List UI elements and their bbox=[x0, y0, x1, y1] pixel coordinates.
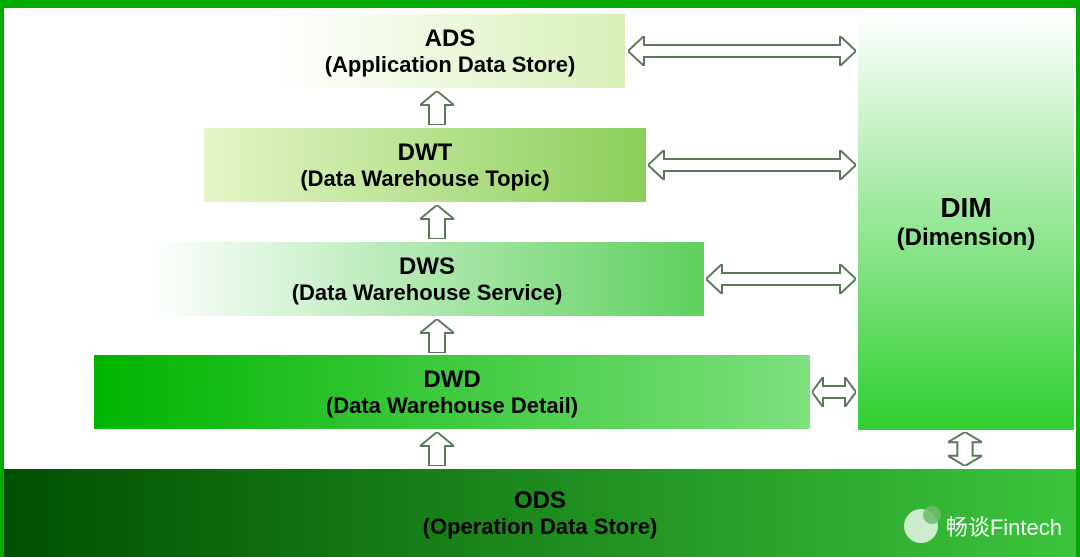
arrow-bi-dws-dim bbox=[706, 264, 856, 299]
arrow-bi-ads-dim bbox=[628, 36, 856, 71]
wechat-icon bbox=[904, 509, 938, 543]
arrow-bi-dwd-dim bbox=[812, 377, 856, 412]
arrow-up-dwt-ads bbox=[420, 91, 454, 130]
watermark-text: 畅谈Fintech bbox=[946, 510, 1062, 542]
layer-dwd-subtitle: (Data Warehouse Detail) bbox=[326, 393, 578, 418]
layer-ads-title: ADS bbox=[425, 25, 476, 53]
layer-ods-title: ODS bbox=[514, 487, 566, 515]
layer-ads-subtitle: (Application Data Store) bbox=[325, 52, 576, 77]
layer-dws: DWS(Data Warehouse Service) bbox=[150, 242, 704, 316]
layer-dwt-subtitle: (Data Warehouse Topic) bbox=[300, 166, 549, 191]
arrow-up-dwd-dws bbox=[420, 319, 454, 358]
layer-dwt-title: DWT bbox=[398, 139, 453, 167]
arrow-up-ods-dwd bbox=[420, 432, 454, 471]
layer-ads: ADS(Application Data Store) bbox=[275, 14, 625, 88]
arrow-up-dws-dwt bbox=[420, 205, 454, 244]
layer-ods-subtitle: (Operation Data Store) bbox=[423, 514, 658, 539]
watermark: 畅谈Fintech bbox=[904, 509, 1062, 543]
layer-dws-subtitle: (Data Warehouse Service) bbox=[292, 280, 563, 305]
layer-dim: DIM(Dimension) bbox=[858, 14, 1074, 430]
layer-dim-title: DIM bbox=[940, 192, 991, 224]
layer-dwd: DWD(Data Warehouse Detail) bbox=[94, 355, 810, 429]
layer-dws-title: DWS bbox=[399, 253, 455, 281]
layer-dim-subtitle: (Dimension) bbox=[897, 224, 1036, 252]
arrow-bi-ods-dim bbox=[948, 432, 982, 471]
layer-dwt: DWT(Data Warehouse Topic) bbox=[204, 128, 646, 202]
layer-dwd-title: DWD bbox=[423, 366, 480, 394]
arrow-bi-dwt-dim bbox=[648, 150, 856, 185]
